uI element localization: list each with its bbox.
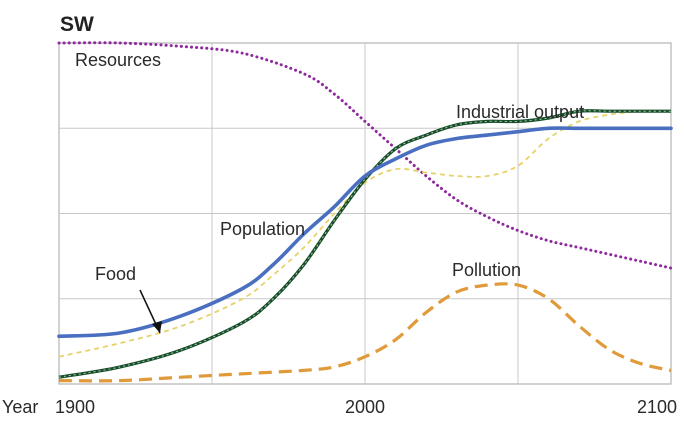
x-tick-label-2000: 2000 xyxy=(345,397,385,417)
x-tick-label-1900: 1900 xyxy=(55,397,95,417)
ticks-layer: 1900 2000 2100 xyxy=(55,397,677,417)
x-tick-label-2100: 2100 xyxy=(637,397,677,417)
series-label-food: Food xyxy=(95,264,136,284)
series-label-industrial-output: Industrial output xyxy=(456,102,584,122)
chart-title: SW xyxy=(60,13,94,36)
series-line-resources xyxy=(57,41,673,270)
series-line-industrial-output-highlight xyxy=(58,110,671,378)
food-pointer-arrowhead xyxy=(152,321,162,333)
plot-frame xyxy=(58,42,672,385)
series-line-food xyxy=(58,110,672,358)
series-line-population xyxy=(57,126,673,339)
grid xyxy=(59,43,671,384)
x-axis-label: Year xyxy=(2,397,38,417)
series-label-population: Population xyxy=(220,219,305,239)
series-label-resources: Resources xyxy=(75,50,161,70)
series-line-pollution xyxy=(58,282,672,383)
series-label-pollution: Pollution xyxy=(452,260,521,280)
series-layer xyxy=(57,41,673,383)
